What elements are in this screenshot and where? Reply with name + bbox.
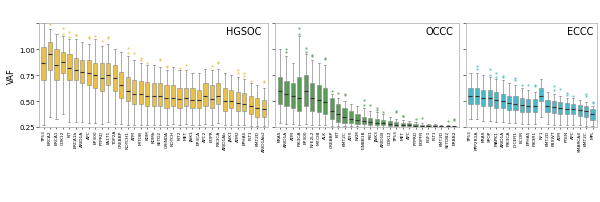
PathPatch shape [514,96,518,111]
PathPatch shape [41,48,46,81]
PathPatch shape [433,126,437,127]
PathPatch shape [368,118,373,125]
Text: ECCC: ECCC [566,27,593,37]
PathPatch shape [203,84,208,107]
PathPatch shape [93,63,97,88]
PathPatch shape [197,90,201,109]
PathPatch shape [139,82,143,105]
PathPatch shape [475,88,479,105]
PathPatch shape [526,99,530,113]
PathPatch shape [584,107,588,117]
PathPatch shape [87,60,91,86]
PathPatch shape [565,104,569,115]
PathPatch shape [119,73,124,98]
PathPatch shape [132,81,136,105]
PathPatch shape [67,55,71,81]
PathPatch shape [106,63,110,86]
PathPatch shape [413,124,418,127]
PathPatch shape [578,106,582,116]
PathPatch shape [394,122,398,126]
Y-axis label: VAF: VAF [7,68,16,84]
PathPatch shape [452,126,457,127]
PathPatch shape [291,84,295,109]
PathPatch shape [190,88,194,109]
PathPatch shape [349,112,353,123]
PathPatch shape [545,100,550,113]
PathPatch shape [362,117,366,124]
PathPatch shape [284,82,289,107]
PathPatch shape [210,86,214,109]
PathPatch shape [278,78,282,105]
PathPatch shape [74,58,78,81]
Text: HGSOC: HGSOC [226,27,262,37]
PathPatch shape [329,98,334,119]
PathPatch shape [317,86,321,113]
PathPatch shape [343,109,347,123]
PathPatch shape [164,86,169,109]
PathPatch shape [481,90,485,107]
PathPatch shape [255,98,259,117]
PathPatch shape [494,92,498,109]
PathPatch shape [61,53,65,74]
PathPatch shape [488,90,492,107]
PathPatch shape [381,120,385,125]
PathPatch shape [229,90,233,109]
PathPatch shape [236,92,240,112]
PathPatch shape [152,84,156,107]
PathPatch shape [48,43,52,71]
PathPatch shape [401,123,405,126]
PathPatch shape [262,100,266,117]
PathPatch shape [248,96,253,115]
PathPatch shape [407,123,411,126]
PathPatch shape [446,126,450,127]
PathPatch shape [323,88,327,115]
PathPatch shape [559,103,562,115]
PathPatch shape [184,88,188,107]
PathPatch shape [171,86,175,107]
PathPatch shape [552,101,556,114]
PathPatch shape [100,63,104,91]
PathPatch shape [427,125,431,127]
PathPatch shape [242,93,247,112]
PathPatch shape [439,126,443,127]
PathPatch shape [355,115,359,124]
PathPatch shape [507,96,511,111]
PathPatch shape [113,65,117,91]
PathPatch shape [310,84,314,112]
PathPatch shape [297,78,301,112]
PathPatch shape [55,50,59,81]
PathPatch shape [304,76,308,107]
PathPatch shape [500,94,505,109]
PathPatch shape [375,119,379,125]
PathPatch shape [178,88,182,109]
PathPatch shape [80,60,85,84]
PathPatch shape [216,84,220,105]
PathPatch shape [158,84,162,107]
PathPatch shape [223,88,227,112]
PathPatch shape [539,88,543,101]
PathPatch shape [420,125,424,127]
PathPatch shape [125,78,130,101]
PathPatch shape [590,110,595,120]
PathPatch shape [520,98,524,113]
PathPatch shape [571,105,575,115]
PathPatch shape [533,99,537,113]
Text: OCCC: OCCC [425,27,454,37]
PathPatch shape [388,121,392,126]
PathPatch shape [145,83,149,107]
PathPatch shape [336,105,340,122]
PathPatch shape [469,88,473,105]
